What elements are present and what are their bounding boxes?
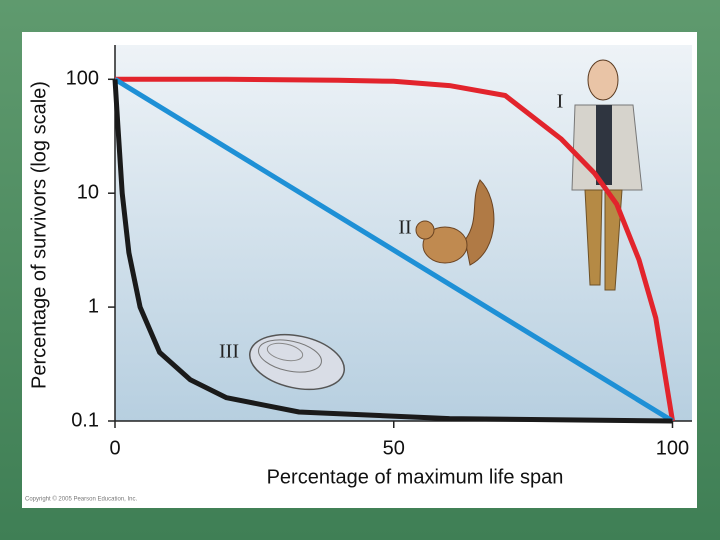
- survivorship-curve: [113, 77, 674, 424]
- curve-label: I: [557, 91, 564, 113]
- oyster-illustration: [248, 333, 346, 391]
- y-tick-label: 1: [88, 295, 99, 317]
- x-tick-label: 0: [109, 437, 120, 459]
- curve-label: III: [219, 341, 239, 363]
- curve-label: II: [398, 217, 411, 239]
- footnote: Copyright © 2005 Pearson Education, Inc.: [25, 496, 137, 503]
- survivorship-curve: [115, 76, 675, 422]
- y-tick-label: 0.1: [71, 409, 99, 431]
- x-tick-label: 50: [383, 437, 405, 459]
- x-axis-label: Percentage of maximum life span: [267, 466, 564, 488]
- y-tick-label: 10: [77, 181, 99, 203]
- x-tick-label: 100: [656, 437, 689, 459]
- survivorship-curve: [112, 79, 673, 424]
- y-tick-label: 100: [66, 68, 99, 90]
- y-axis-label: Percentage of survivors (log scale): [28, 81, 50, 389]
- squirrel-illustration: [415, 179, 495, 266]
